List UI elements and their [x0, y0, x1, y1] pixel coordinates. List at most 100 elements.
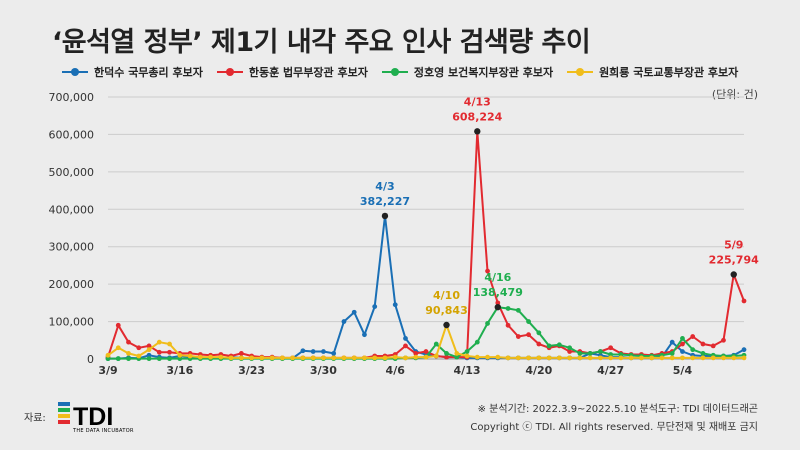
data-point	[577, 350, 583, 356]
data-point	[515, 334, 521, 339]
data-point	[392, 354, 398, 360]
data-point	[444, 350, 449, 356]
data-point	[690, 347, 696, 353]
legend-swatch-blue	[62, 68, 88, 76]
analysis-period-note: ※ 분석기간: 2022.3.9~2022.5.10 분석도구: TDI 데이터…	[477, 404, 758, 415]
data-point	[279, 355, 285, 361]
data-point	[464, 349, 470, 354]
data-point	[741, 298, 747, 304]
data-point	[146, 343, 152, 349]
data-point	[536, 341, 542, 347]
data-point	[228, 355, 234, 361]
logo-subtext: THE DATA INCUBATOR	[72, 428, 134, 434]
data-point	[721, 355, 726, 361]
y-tick-label: 600,000	[49, 128, 95, 141]
x-tick-label: 4/6	[386, 364, 406, 377]
y-tick-label: 300,000	[49, 241, 95, 254]
data-point	[618, 352, 624, 357]
legend-swatch-red	[216, 68, 243, 76]
source-label: 자료:	[24, 413, 46, 424]
data-point	[433, 353, 439, 359]
data-point	[680, 341, 685, 347]
tdi-logo-mark: TDI THE DATA INCUBATOR	[58, 402, 134, 434]
data-point	[680, 349, 685, 354]
data-point	[167, 341, 172, 347]
data-point	[362, 332, 367, 338]
data-point	[126, 350, 131, 356]
data-point	[567, 349, 573, 354]
data-point	[526, 319, 531, 324]
annotation-date-label: 4/13	[464, 95, 491, 108]
data-point	[177, 352, 183, 358]
data-point	[741, 347, 747, 353]
data-point	[403, 343, 408, 349]
data-point	[115, 345, 121, 351]
data-point	[167, 349, 172, 355]
y-tick-label: 100,000	[49, 316, 95, 329]
data-point	[659, 355, 665, 361]
legend-label: 정호영 보건복지부장관 후보자	[413, 66, 554, 79]
data-point	[238, 350, 244, 356]
data-point	[495, 300, 501, 306]
data-point	[669, 355, 675, 361]
data-point	[526, 355, 531, 361]
data-point	[403, 355, 408, 361]
data-point	[259, 355, 265, 361]
data-point	[136, 345, 142, 351]
data-point	[351, 355, 357, 361]
data-point	[639, 355, 644, 361]
data-point	[300, 348, 306, 354]
data-point	[413, 350, 419, 356]
data-point	[177, 356, 183, 362]
data-point	[700, 355, 706, 361]
legend-label: 한덕수 국무총리 후보자	[94, 66, 203, 79]
annotation-date-label: 4/16	[484, 271, 511, 284]
data-point	[485, 321, 490, 326]
data-point	[474, 354, 480, 360]
data-point	[167, 356, 172, 362]
x-tick-label: 4/13	[454, 364, 481, 377]
x-tick-label: 3/9	[98, 364, 117, 377]
logo-text: TDI	[73, 403, 113, 431]
data-point	[515, 355, 521, 361]
data-point	[454, 354, 460, 360]
annotation-value-label: 225,794	[709, 253, 759, 266]
data-point	[628, 355, 634, 361]
data-point	[608, 345, 614, 351]
tdi-logo: TDI THE DATA INCUBATOR	[58, 398, 178, 438]
series-line-0	[108, 214, 745, 360]
data-point	[536, 330, 542, 336]
annotation-value-label: 608,224	[452, 110, 502, 123]
legend-item-han-duck-soo: 한덕수 국무총리 후보자	[62, 64, 203, 80]
legend-item-jung-ho-young: 정호영 보건복지부장관 후보자	[381, 64, 554, 80]
data-point	[105, 356, 111, 362]
y-tick-label: 400,000	[49, 203, 95, 216]
data-point	[331, 355, 337, 361]
data-point	[433, 341, 439, 347]
data-point	[105, 352, 111, 358]
annotation-value-label: 382,227	[360, 195, 410, 208]
data-point	[321, 355, 326, 361]
unit-label: (단위: 건)	[711, 88, 758, 101]
data-point	[413, 354, 419, 360]
data-point	[505, 306, 511, 311]
data-point	[556, 355, 562, 361]
data-point	[464, 353, 470, 359]
legend-swatch-yellow	[567, 68, 594, 76]
data-point	[587, 350, 593, 356]
data-point	[372, 304, 378, 309]
chart-title: ‘윤석열 정부’ 제1기 내각 주요 인사 검색량 추이	[52, 27, 591, 58]
data-point	[156, 339, 162, 345]
data-point	[546, 343, 552, 349]
data-point	[208, 354, 213, 360]
y-tick-label: 200,000	[49, 278, 95, 291]
data-point	[485, 354, 490, 360]
legend-label: 원희룡 국토교통부장관 후보자	[599, 66, 739, 79]
data-point	[741, 355, 747, 361]
legend-item-han-dong-hoon: 한동훈 법무부장관 후보자	[216, 64, 368, 80]
x-tick-label: 3/16	[166, 364, 193, 377]
data-point	[515, 307, 521, 313]
series-line-1	[107, 130, 745, 359]
data-point	[505, 355, 511, 361]
